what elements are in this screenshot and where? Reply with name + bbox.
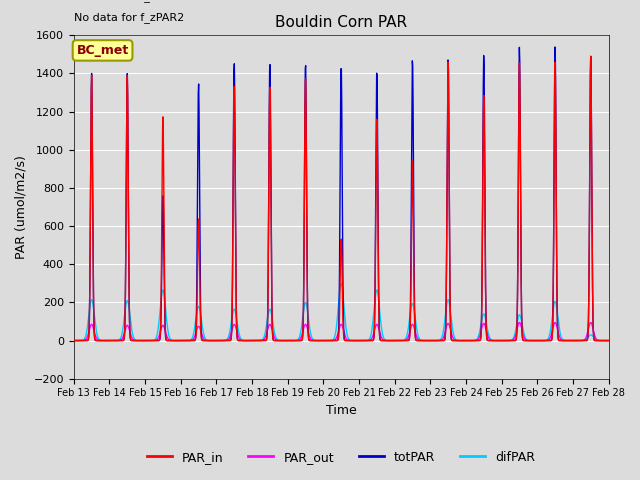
Text: BC_met: BC_met [76,44,129,57]
X-axis label: Time: Time [326,404,356,417]
Text: No data for f_zPAR2: No data for f_zPAR2 [74,12,184,24]
Text: No data for f_zPAR1: No data for f_zPAR1 [74,0,184,2]
Y-axis label: PAR (umol/m2/s): PAR (umol/m2/s) [15,155,28,259]
Legend: PAR_in, PAR_out, totPAR, difPAR: PAR_in, PAR_out, totPAR, difPAR [142,445,541,468]
Title: Bouldin Corn PAR: Bouldin Corn PAR [275,15,407,30]
